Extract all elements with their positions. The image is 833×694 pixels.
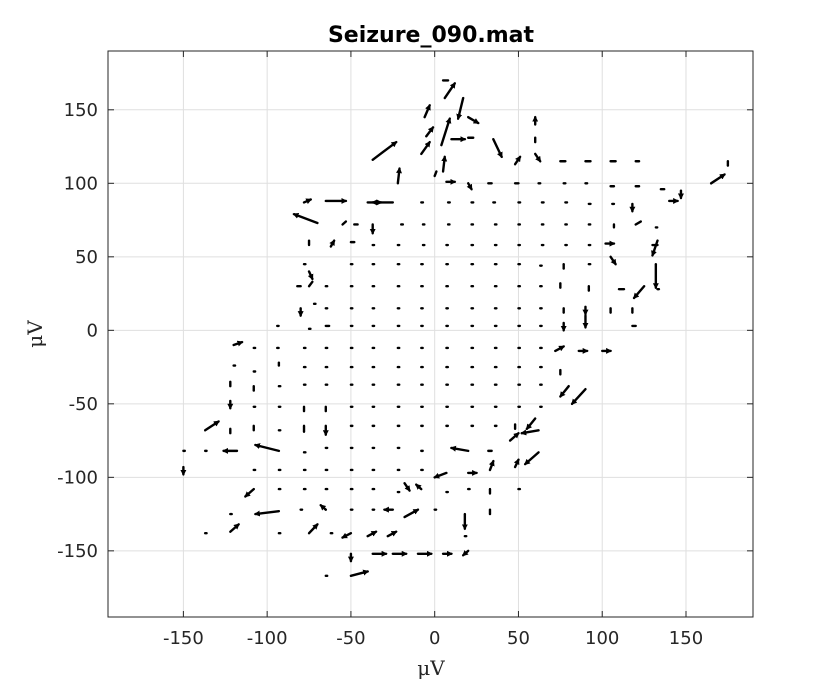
vector-arrow (449, 445, 470, 453)
vector-arrow (302, 198, 313, 205)
vector-arrow (307, 280, 314, 288)
vector-arrow (709, 173, 726, 185)
vector-arrow (632, 285, 646, 300)
vector-arrow (253, 509, 281, 517)
vector-arrow (244, 487, 255, 498)
vector-arrow (523, 451, 540, 466)
grid (108, 51, 753, 617)
vector-arrow (559, 384, 570, 398)
vector-arrow (488, 459, 495, 472)
vector-arrow (329, 239, 336, 248)
x-tick-label: -50 (336, 628, 365, 649)
vector-arrow (513, 155, 522, 166)
x-tick-label: 0 (429, 628, 440, 649)
vector-arrow (341, 220, 348, 226)
vector-arrow (534, 152, 542, 163)
vector-arrow (570, 387, 587, 406)
y-tick-label: 150 (64, 100, 98, 121)
x-axis-label: μV (417, 656, 445, 680)
vector-arrow (456, 96, 465, 121)
vector-arrow (203, 420, 220, 432)
x-tick-label: -100 (247, 628, 288, 649)
vector-arrow (423, 104, 431, 119)
vector-arrow (415, 483, 423, 491)
vector-arrow (341, 532, 353, 539)
vector-field (180, 79, 730, 578)
vector-arrow (366, 530, 378, 538)
vector-arrow (508, 432, 520, 442)
y-tick-labels: -150 -100 -50 0 50 100 150 (57, 100, 98, 562)
vector-arrow (396, 167, 402, 185)
vector-arrow (229, 523, 240, 533)
vector-arrow (525, 417, 537, 431)
y-tick-label: 100 (64, 173, 98, 194)
x-tick-labels: -150 -100 -50 0 50 100 150 (163, 628, 703, 649)
vector-arrow (349, 569, 370, 578)
x-tick-label: 100 (585, 628, 619, 649)
vector-arrow (634, 220, 642, 226)
vector-arrow (513, 458, 520, 469)
vector-arrow (371, 140, 398, 161)
x-tick-label: 150 (669, 628, 703, 649)
vector-arrow (492, 138, 503, 159)
x-tick-label: -150 (163, 628, 204, 649)
vector-arrow (609, 255, 617, 266)
vector-arrow (307, 523, 319, 535)
vector-arrow (307, 270, 314, 281)
vector-arrow (433, 170, 438, 178)
plot-border (107, 50, 754, 618)
ticks (108, 51, 753, 617)
chart-title: Seizure_090.mat (328, 23, 535, 48)
y-tick-label: 0 (87, 320, 98, 341)
y-tick-label: -100 (57, 467, 98, 488)
vector-arrow (443, 82, 456, 100)
x-tick-label: 50 (507, 628, 530, 649)
vector-arrow (420, 140, 431, 156)
vector-arrow (403, 508, 420, 519)
y-tick-label: -150 (57, 541, 98, 562)
vector-arrow (461, 549, 470, 557)
y-axis-label: μV (23, 320, 47, 348)
vector-arrow (651, 239, 659, 257)
vector-arrow (253, 443, 281, 453)
vector-arrow (441, 155, 448, 173)
vector-arrow (403, 482, 411, 492)
vector-arrow (520, 429, 540, 436)
vector-arrow (466, 182, 473, 191)
vector-arrow (425, 126, 435, 138)
vector-arrow (232, 340, 244, 347)
y-tick-label: -50 (69, 394, 98, 415)
vector-arrow (440, 117, 452, 147)
vector-arrow (292, 212, 319, 225)
vector-arrow (466, 115, 480, 125)
vector-arrow (319, 504, 327, 511)
y-tick-label: 50 (75, 247, 98, 268)
vector-arrow (554, 345, 566, 353)
vector-arrow (433, 471, 448, 479)
vector-arrow (386, 530, 398, 538)
